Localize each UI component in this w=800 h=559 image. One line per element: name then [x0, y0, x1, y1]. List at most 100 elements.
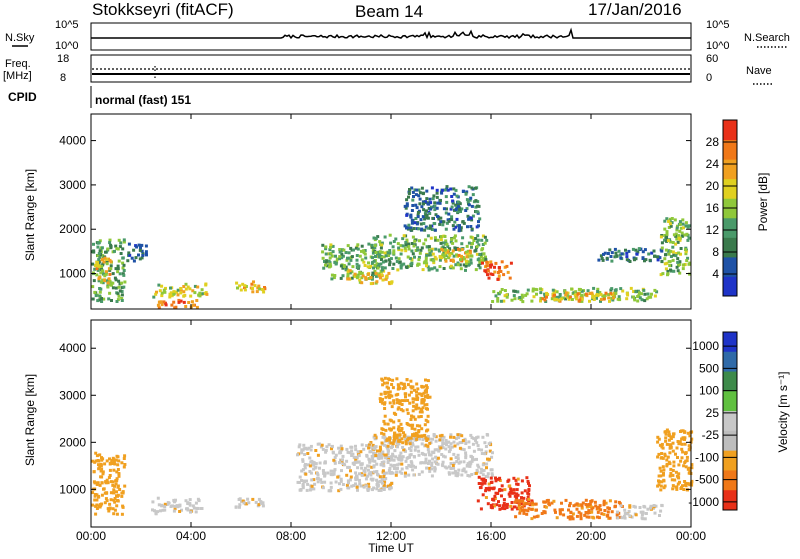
heatmap-cell	[427, 453, 431, 457]
heatmap-cell	[300, 479, 303, 482]
heatmap-cell	[633, 298, 637, 302]
heatmap-cell	[443, 235, 447, 238]
heatmap-cell	[356, 488, 359, 492]
heatmap-cell	[687, 444, 691, 448]
heatmap-cell	[458, 207, 461, 211]
heatmap-cell	[405, 456, 409, 460]
heatmap-cell	[346, 244, 350, 248]
heatmap-cell	[354, 246, 358, 250]
heatmap-cell	[544, 505, 548, 509]
heatmap-cell	[385, 251, 389, 255]
heatmap-cell	[397, 429, 401, 433]
heatmap-cell	[520, 479, 524, 483]
colorbar-swatch	[723, 430, 737, 452]
velocity-heatmap-data	[91, 376, 694, 521]
heatmap-cell	[405, 408, 409, 412]
heatmap-cell	[387, 440, 391, 444]
heatmap-cell	[388, 233, 392, 237]
heatmap-cell	[542, 500, 546, 504]
heatmap-cell	[111, 281, 115, 285]
heatmap-cell	[409, 436, 413, 440]
heatmap-cell	[433, 204, 437, 208]
heatmap-cell	[416, 445, 420, 449]
heatmap-cell	[405, 422, 409, 425]
heatmap-cell	[478, 259, 482, 262]
heatmap-cell	[466, 214, 470, 218]
heatmap-cell	[445, 200, 449, 204]
heatmap-cell	[120, 293, 124, 297]
heatmap-cell	[98, 249, 102, 253]
heatmap-cell	[117, 473, 121, 477]
heatmap-cell	[314, 462, 318, 466]
heatmap-cell	[332, 458, 336, 462]
heatmap-cell	[500, 288, 504, 291]
heatmap-cell	[258, 287, 262, 291]
heatmap-cell	[157, 503, 161, 507]
heatmap-cell	[660, 241, 664, 245]
heatmap-cell	[613, 247, 617, 251]
heatmap-cell	[379, 256, 383, 259]
heatmap-cell	[456, 210, 460, 214]
heatmap-cell	[91, 262, 95, 266]
heatmap-cell	[434, 257, 438, 261]
heatmap-cell	[527, 481, 530, 485]
heatmap-cell	[355, 254, 359, 257]
heatmap-cell	[632, 290, 636, 293]
heatmap-cell	[428, 197, 432, 201]
heatmap-cell	[421, 268, 425, 272]
heatmap-cell	[366, 489, 370, 492]
heatmap-cell	[243, 288, 247, 292]
heatmap-cell	[551, 288, 555, 292]
heatmap-cell	[580, 299, 584, 303]
heatmap-cell	[685, 259, 689, 263]
heatmap-cell	[419, 222, 423, 226]
heatmap-cell	[352, 248, 355, 252]
heatmap-cell	[478, 486, 482, 490]
heatmap-cell	[132, 248, 136, 252]
colorbar-swatch	[723, 256, 737, 277]
heatmap-cell	[184, 499, 188, 503]
heatmap-cell	[388, 390, 392, 394]
heatmap-cell	[531, 503, 535, 507]
heatmap-cell	[507, 492, 511, 496]
heatmap-cell	[414, 465, 417, 469]
colorbar-swatch	[723, 450, 737, 471]
heatmap-cell	[241, 282, 245, 286]
heatmap-cell	[361, 274, 365, 278]
heatmap-cell	[374, 251, 378, 254]
heatmap-cell	[345, 258, 349, 262]
heatmap-cell	[382, 381, 386, 385]
heatmap-cell	[679, 247, 683, 250]
cpid-label: CPID	[8, 90, 37, 104]
heatmap-cell	[481, 261, 484, 265]
heatmap-cell	[380, 454, 384, 458]
heatmap-cell	[681, 267, 685, 271]
heatmap-cell	[420, 442, 424, 446]
heatmap-cell	[663, 234, 667, 237]
heatmap-cell	[345, 483, 349, 487]
heatmap-cell	[398, 386, 402, 390]
heatmap-cell	[441, 241, 445, 245]
heatmap-cell	[418, 239, 421, 243]
heatmap-cell	[466, 200, 470, 204]
heatmap-cell	[428, 251, 432, 255]
heatmap-cell	[568, 295, 572, 299]
heatmap-cell	[349, 445, 353, 449]
heatmap-cell	[447, 471, 451, 475]
heatmap-cell	[346, 270, 350, 274]
heatmap-cell	[418, 437, 422, 441]
heatmap-cell	[570, 298, 574, 301]
heatmap-cell	[91, 297, 95, 301]
heatmap-cell	[389, 257, 393, 261]
heatmap-cell	[552, 499, 556, 503]
heatmap-cell	[500, 260, 504, 264]
heatmap-cell	[426, 234, 430, 238]
heatmap-cell	[455, 217, 459, 221]
heatmap-cell	[154, 512, 158, 516]
heatmap-cell	[407, 195, 410, 199]
heatmap-cell	[395, 401, 399, 405]
heatmap-cell	[188, 287, 192, 291]
heatmap-cell	[415, 188, 419, 192]
heatmap-cell	[656, 255, 659, 259]
heatmap-cell	[441, 248, 445, 252]
